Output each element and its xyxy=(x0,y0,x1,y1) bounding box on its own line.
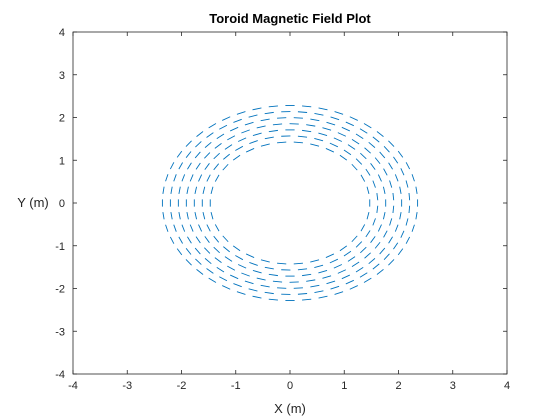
x-tick-label: 1 xyxy=(341,380,347,392)
x-tick-label: -2 xyxy=(177,380,187,392)
y-axis-label: Y (m) xyxy=(17,195,49,210)
x-tick-label: 2 xyxy=(395,380,401,392)
y-tick-label: -4 xyxy=(55,369,65,381)
y-tick-label: 4 xyxy=(59,27,65,39)
y-tick-label: 2 xyxy=(59,113,65,125)
field-vector xyxy=(277,118,286,119)
chart-title: Toroid Magnetic Field Plot xyxy=(209,11,371,26)
plot-area xyxy=(73,32,507,374)
y-tick-label: 3 xyxy=(59,70,65,82)
y-tick-label: 0 xyxy=(59,198,65,210)
y-tick-label: 1 xyxy=(59,155,65,167)
field-vector xyxy=(277,288,286,289)
x-tick-label: -1 xyxy=(231,380,241,392)
x-tick-label: 3 xyxy=(450,380,456,392)
x-tick-label: 0 xyxy=(287,380,293,392)
x-axis-label: X (m) xyxy=(274,401,306,416)
y-tick-label: -1 xyxy=(55,241,65,253)
field-vector xyxy=(409,206,410,213)
x-tick-label: -4 xyxy=(68,380,78,392)
x-tick-label: 4 xyxy=(504,380,510,392)
field-vector xyxy=(409,193,410,200)
x-tick-label: -3 xyxy=(122,380,132,392)
y-tick-label: -3 xyxy=(55,326,65,338)
y-tick-label: -2 xyxy=(55,284,65,296)
field-vector xyxy=(294,288,303,289)
field-vector xyxy=(294,118,303,119)
